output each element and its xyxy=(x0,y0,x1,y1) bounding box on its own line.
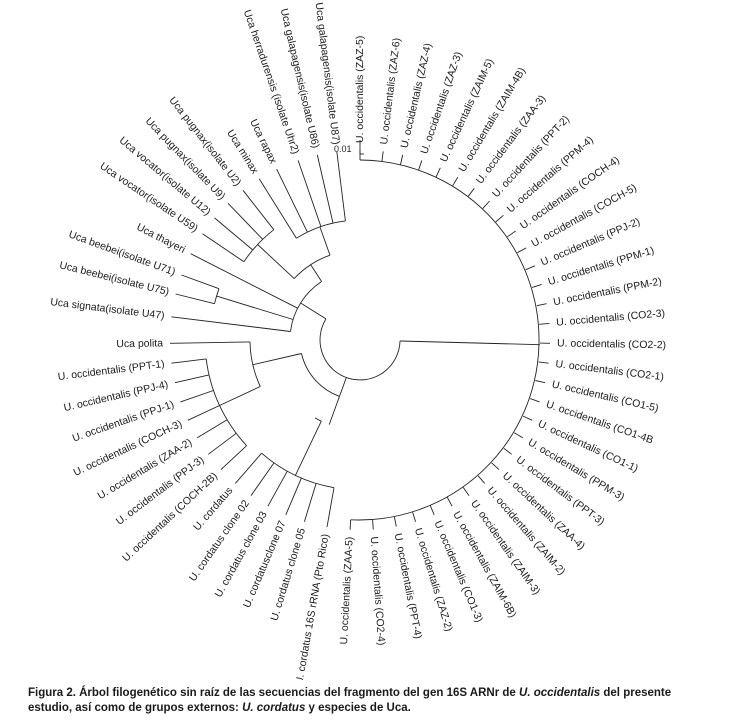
terminal-branch xyxy=(234,452,262,484)
tree-branch xyxy=(216,295,294,320)
terminal-branch xyxy=(539,322,550,325)
terminal-branch xyxy=(174,374,210,384)
terminal-branch xyxy=(517,247,527,254)
tree-branch xyxy=(257,244,295,279)
terminal-branch xyxy=(372,519,374,530)
terminal-branch xyxy=(538,361,549,364)
figure-caption: Figura 2. Árbol filogenético sin raíz de… xyxy=(28,686,718,716)
terminal-branch xyxy=(202,233,245,263)
terminal-branch xyxy=(175,293,215,305)
leaf-label: Uca polita xyxy=(116,337,163,350)
terminal-branch xyxy=(171,358,207,364)
tree-branch xyxy=(219,386,261,406)
uca-beebei-arc xyxy=(214,288,220,304)
terminal-branch xyxy=(326,487,335,528)
terminal-branch xyxy=(220,445,247,470)
terminal-branch xyxy=(214,217,254,251)
leaf-label: U. occidentalis (PPT-1) xyxy=(57,358,165,383)
tree-branch-arc xyxy=(314,417,322,422)
terminal-branch xyxy=(514,432,524,439)
terminal-branch xyxy=(242,190,275,230)
terminal-branch xyxy=(169,341,251,344)
tree-branch-arc xyxy=(301,353,340,397)
terminal-branch xyxy=(467,188,475,197)
terminal-branch xyxy=(349,519,352,530)
terminal-branch xyxy=(418,160,423,170)
terminal-branch xyxy=(180,390,214,403)
terminal-branch xyxy=(267,470,288,507)
caption-text-1: Figura 2. Árbol filogenético sin raíz de… xyxy=(28,687,520,699)
terminal-branch xyxy=(393,516,397,527)
tree-branches xyxy=(169,150,551,530)
leaf-label: U. occidentalis (ZAZ-6) xyxy=(378,37,403,145)
terminal-branch xyxy=(536,303,547,307)
terminal-branch xyxy=(190,253,298,309)
terminal-branch xyxy=(303,483,317,522)
tree-branch xyxy=(252,353,302,366)
leaf-label: U. occidentalis (CO2-1) xyxy=(555,358,665,383)
terminal-branch xyxy=(503,447,512,455)
terminal-branch xyxy=(462,487,470,496)
leaf-label: U. occidentalis (CO2-3) xyxy=(556,307,666,328)
terminal-branch xyxy=(297,160,322,227)
caption-species-2: U. cordatus xyxy=(242,702,306,714)
terminal-branch xyxy=(285,477,302,516)
terminal-branch xyxy=(187,405,220,421)
leaf-labels: U. occidentalis (ZAZ-5) U. occidentalis (… xyxy=(50,2,667,680)
leaf-label: U. occidentalis (CO2-2) xyxy=(557,337,666,351)
terminal-branch xyxy=(250,462,275,496)
terminal-branch xyxy=(316,154,334,224)
scale-bar-label: 0.01 xyxy=(334,144,352,154)
terminal-branch xyxy=(495,214,504,223)
terminal-branch xyxy=(531,283,542,288)
terminal-branch xyxy=(381,151,384,162)
terminal-branch xyxy=(258,178,297,239)
terminal-branch xyxy=(400,154,404,165)
terminal-branch xyxy=(435,167,441,178)
terminal-branch xyxy=(336,151,346,221)
terminal-branch xyxy=(181,274,220,290)
leaf-label: U. occidentalis (CO2-4) xyxy=(368,536,388,646)
terminal-branch xyxy=(227,202,264,240)
tree-branch xyxy=(310,264,322,282)
terminal-branch xyxy=(530,398,540,403)
tree-branch xyxy=(294,421,322,476)
uca-galapagensis-group-arc xyxy=(296,220,346,239)
leaf-label: U. occidentalis (ZAZ-5) xyxy=(354,36,366,143)
leaf-label: U. occidentalis (ZAA-5) xyxy=(338,536,356,644)
terminal-branch xyxy=(507,230,516,238)
tree-branch-arc xyxy=(319,318,401,381)
tree-branch-arc xyxy=(249,341,261,387)
tree-branch xyxy=(328,377,347,425)
caption-text-3: y especies de Uca. xyxy=(305,702,411,714)
terminal-branch xyxy=(171,316,291,332)
caption-text-2: del presente estudio, así como de grupos… xyxy=(28,687,672,714)
terminal-branch xyxy=(412,511,417,522)
scale-bar: 0.01 xyxy=(334,140,364,155)
terminal-branch xyxy=(491,462,500,470)
caption-species-1: U. occidentalis xyxy=(519,687,601,699)
tree-branch xyxy=(300,302,327,320)
phylogenetic-tree: 0.01 U. occidentalis (ZAZ-5) U. occidenta… xyxy=(50,2,667,680)
tree-branch xyxy=(319,226,331,256)
tree-branch xyxy=(399,340,540,346)
terminal-branch xyxy=(482,200,490,209)
terminal-branch xyxy=(535,380,546,384)
terminal-branch xyxy=(446,497,453,507)
terminal-branch xyxy=(196,419,228,439)
terminal-branch xyxy=(525,265,536,271)
terminal-branch xyxy=(276,169,308,233)
terminal-branch xyxy=(452,176,459,186)
terminal-branch xyxy=(522,415,533,421)
leaf-label: Uca signata(isolate U47) xyxy=(50,296,166,322)
terminal-branch xyxy=(208,432,237,455)
terminal-branch xyxy=(429,505,435,516)
terminal-branch xyxy=(477,475,486,484)
leaf-label: Uca thayeri xyxy=(134,221,187,256)
